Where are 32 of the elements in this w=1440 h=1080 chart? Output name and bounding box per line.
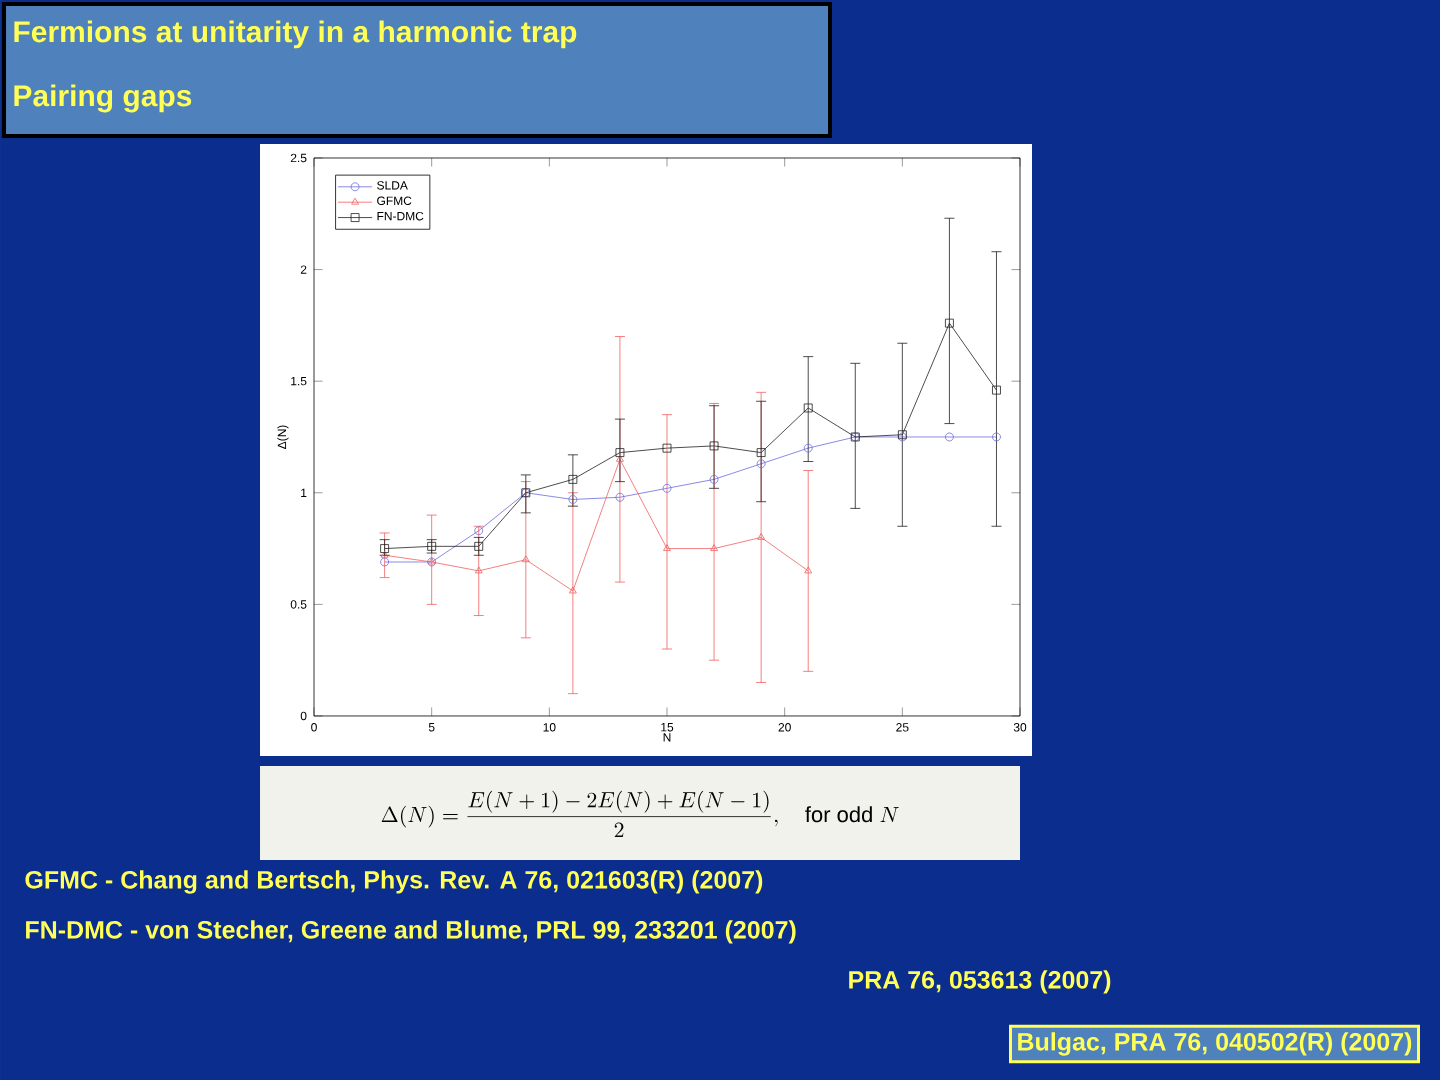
point: [616, 454, 624, 462]
point: [474, 526, 484, 536]
point: [945, 318, 954, 328]
point: [615, 448, 625, 457]
point: [568, 495, 578, 504]
point: [710, 544, 718, 551]
point: [568, 474, 578, 484]
text: Bulgac, PRA 76, 040502(R) (2007): [1018, 1032, 1412, 1056]
point: [474, 541, 484, 551]
point: [662, 483, 672, 493]
point: [757, 533, 766, 540]
point: [569, 586, 577, 594]
text: $\Delta(N) = \frac{E(N+1)-2E(N)+E(N-1)}{2},\quad \mbox{for odd } N$: [381, 790, 899, 838]
point: [756, 459, 766, 469]
text: PRA 76, 053613 (2007): [849, 970, 1111, 994]
chart-title: Fermions at unitarity in a harmonic trap: [14, 20, 577, 49]
text: GFMC - Chang and Bertsch, Phys. Rev. A 76, 021603(R) (2007): [25, 870, 763, 894]
text: FN-DMC - von Stecher, Greene and Blume, PRL 99, 233201 (2007): [26, 920, 796, 944]
point: [945, 432, 954, 442]
point: [992, 385, 1001, 395]
point: [709, 441, 719, 451]
chart-subtitle: Pairing gaps: [14, 84, 192, 113]
point: [663, 544, 671, 551]
point: [380, 544, 390, 553]
point: [803, 443, 813, 453]
point: [474, 566, 483, 574]
point: [709, 474, 719, 484]
point: [521, 555, 530, 563]
point: [615, 492, 625, 502]
point: [803, 403, 813, 413]
point: [662, 443, 672, 453]
point: [756, 448, 766, 457]
